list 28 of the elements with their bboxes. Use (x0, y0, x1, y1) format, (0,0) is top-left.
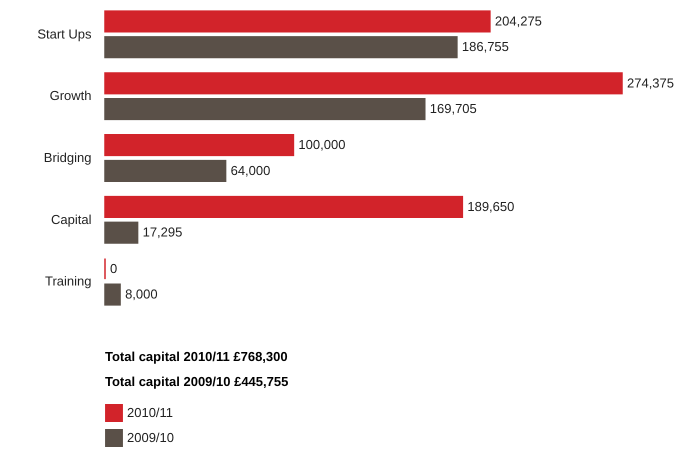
y-tick-label: Training (45, 274, 92, 289)
bar (104, 36, 458, 58)
y-tick-label: Start Ups (37, 26, 92, 42)
data-label: 0 (110, 260, 118, 276)
y-tick-label: Growth (50, 88, 92, 104)
data-label: 204,275 (494, 13, 542, 28)
data-label: 100,000 (298, 137, 346, 152)
bar (104, 72, 623, 94)
legend-label: 2010/11 (127, 405, 174, 420)
y-tick-label: Bridging (44, 150, 92, 165)
bar (104, 10, 491, 32)
bar (104, 284, 121, 306)
data-label: 17,295 (142, 224, 182, 240)
data-label: 274,375 (627, 75, 674, 90)
y-tick-label: Capital (51, 212, 92, 227)
data-label: 64,000 (230, 162, 270, 178)
bar (104, 134, 294, 156)
bar (104, 196, 464, 218)
text: Total capital 2009/10 £445,755 (105, 373, 288, 391)
text: Total capital 2010/11 £768,300 (105, 348, 288, 366)
data-label: 189,650 (467, 198, 514, 214)
data-label: 169,705 (430, 101, 477, 116)
legend-label: 2009/10 (127, 430, 174, 445)
data-label: 8,000 (125, 286, 158, 302)
bar (104, 98, 426, 120)
data-label: 186,755 (462, 39, 509, 54)
bar (104, 222, 138, 244)
bar (104, 160, 226, 182)
